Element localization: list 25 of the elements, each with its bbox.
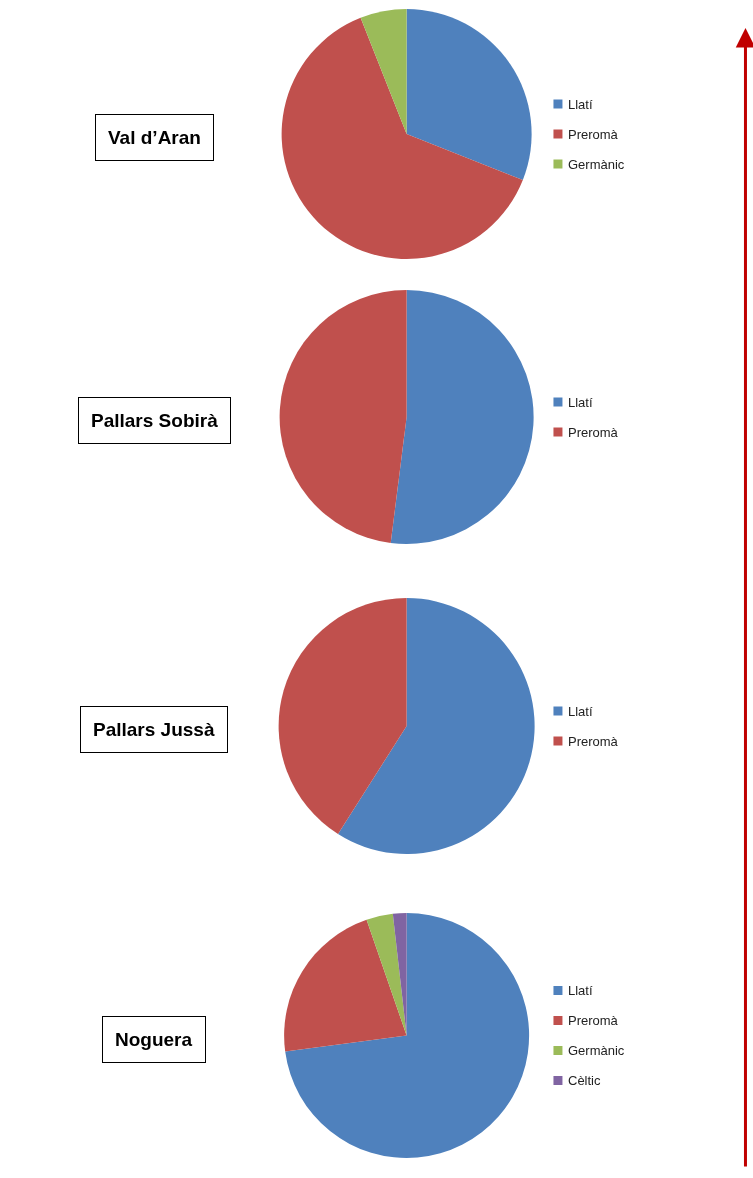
legend-label: Preromà — [568, 127, 619, 142]
pie-slice — [281, 17, 523, 259]
text: Val d’Aran — [108, 127, 201, 148]
pie-slice — [392, 913, 407, 1036]
legend-label: Llatí — [568, 704, 593, 719]
legend-label: Llatí — [568, 395, 593, 410]
legend-label: Preromà — [568, 425, 619, 440]
legend-label: Llatí — [568, 97, 593, 112]
pie-slice — [279, 290, 407, 543]
pie-slice — [360, 9, 407, 134]
pie-slice — [285, 913, 529, 1158]
legend-label: Cèltic — [568, 1073, 602, 1088]
legend-label: Germànic — [568, 1043, 625, 1058]
legend-label: Llatí — [568, 983, 593, 998]
pie-slice — [390, 290, 534, 544]
text: Pallars Jussà — [93, 719, 215, 740]
text: Noguera — [115, 1029, 193, 1050]
pie-slice — [278, 598, 407, 835]
legend-label: Preromà — [568, 1013, 619, 1028]
pie-slice — [338, 598, 535, 854]
legend-label: Preromà — [568, 734, 619, 749]
legend-label: Germànic — [568, 157, 625, 172]
text: Pallars Sobirà — [91, 410, 219, 431]
pie-slice — [406, 9, 532, 181]
pie-slice — [284, 919, 407, 1052]
